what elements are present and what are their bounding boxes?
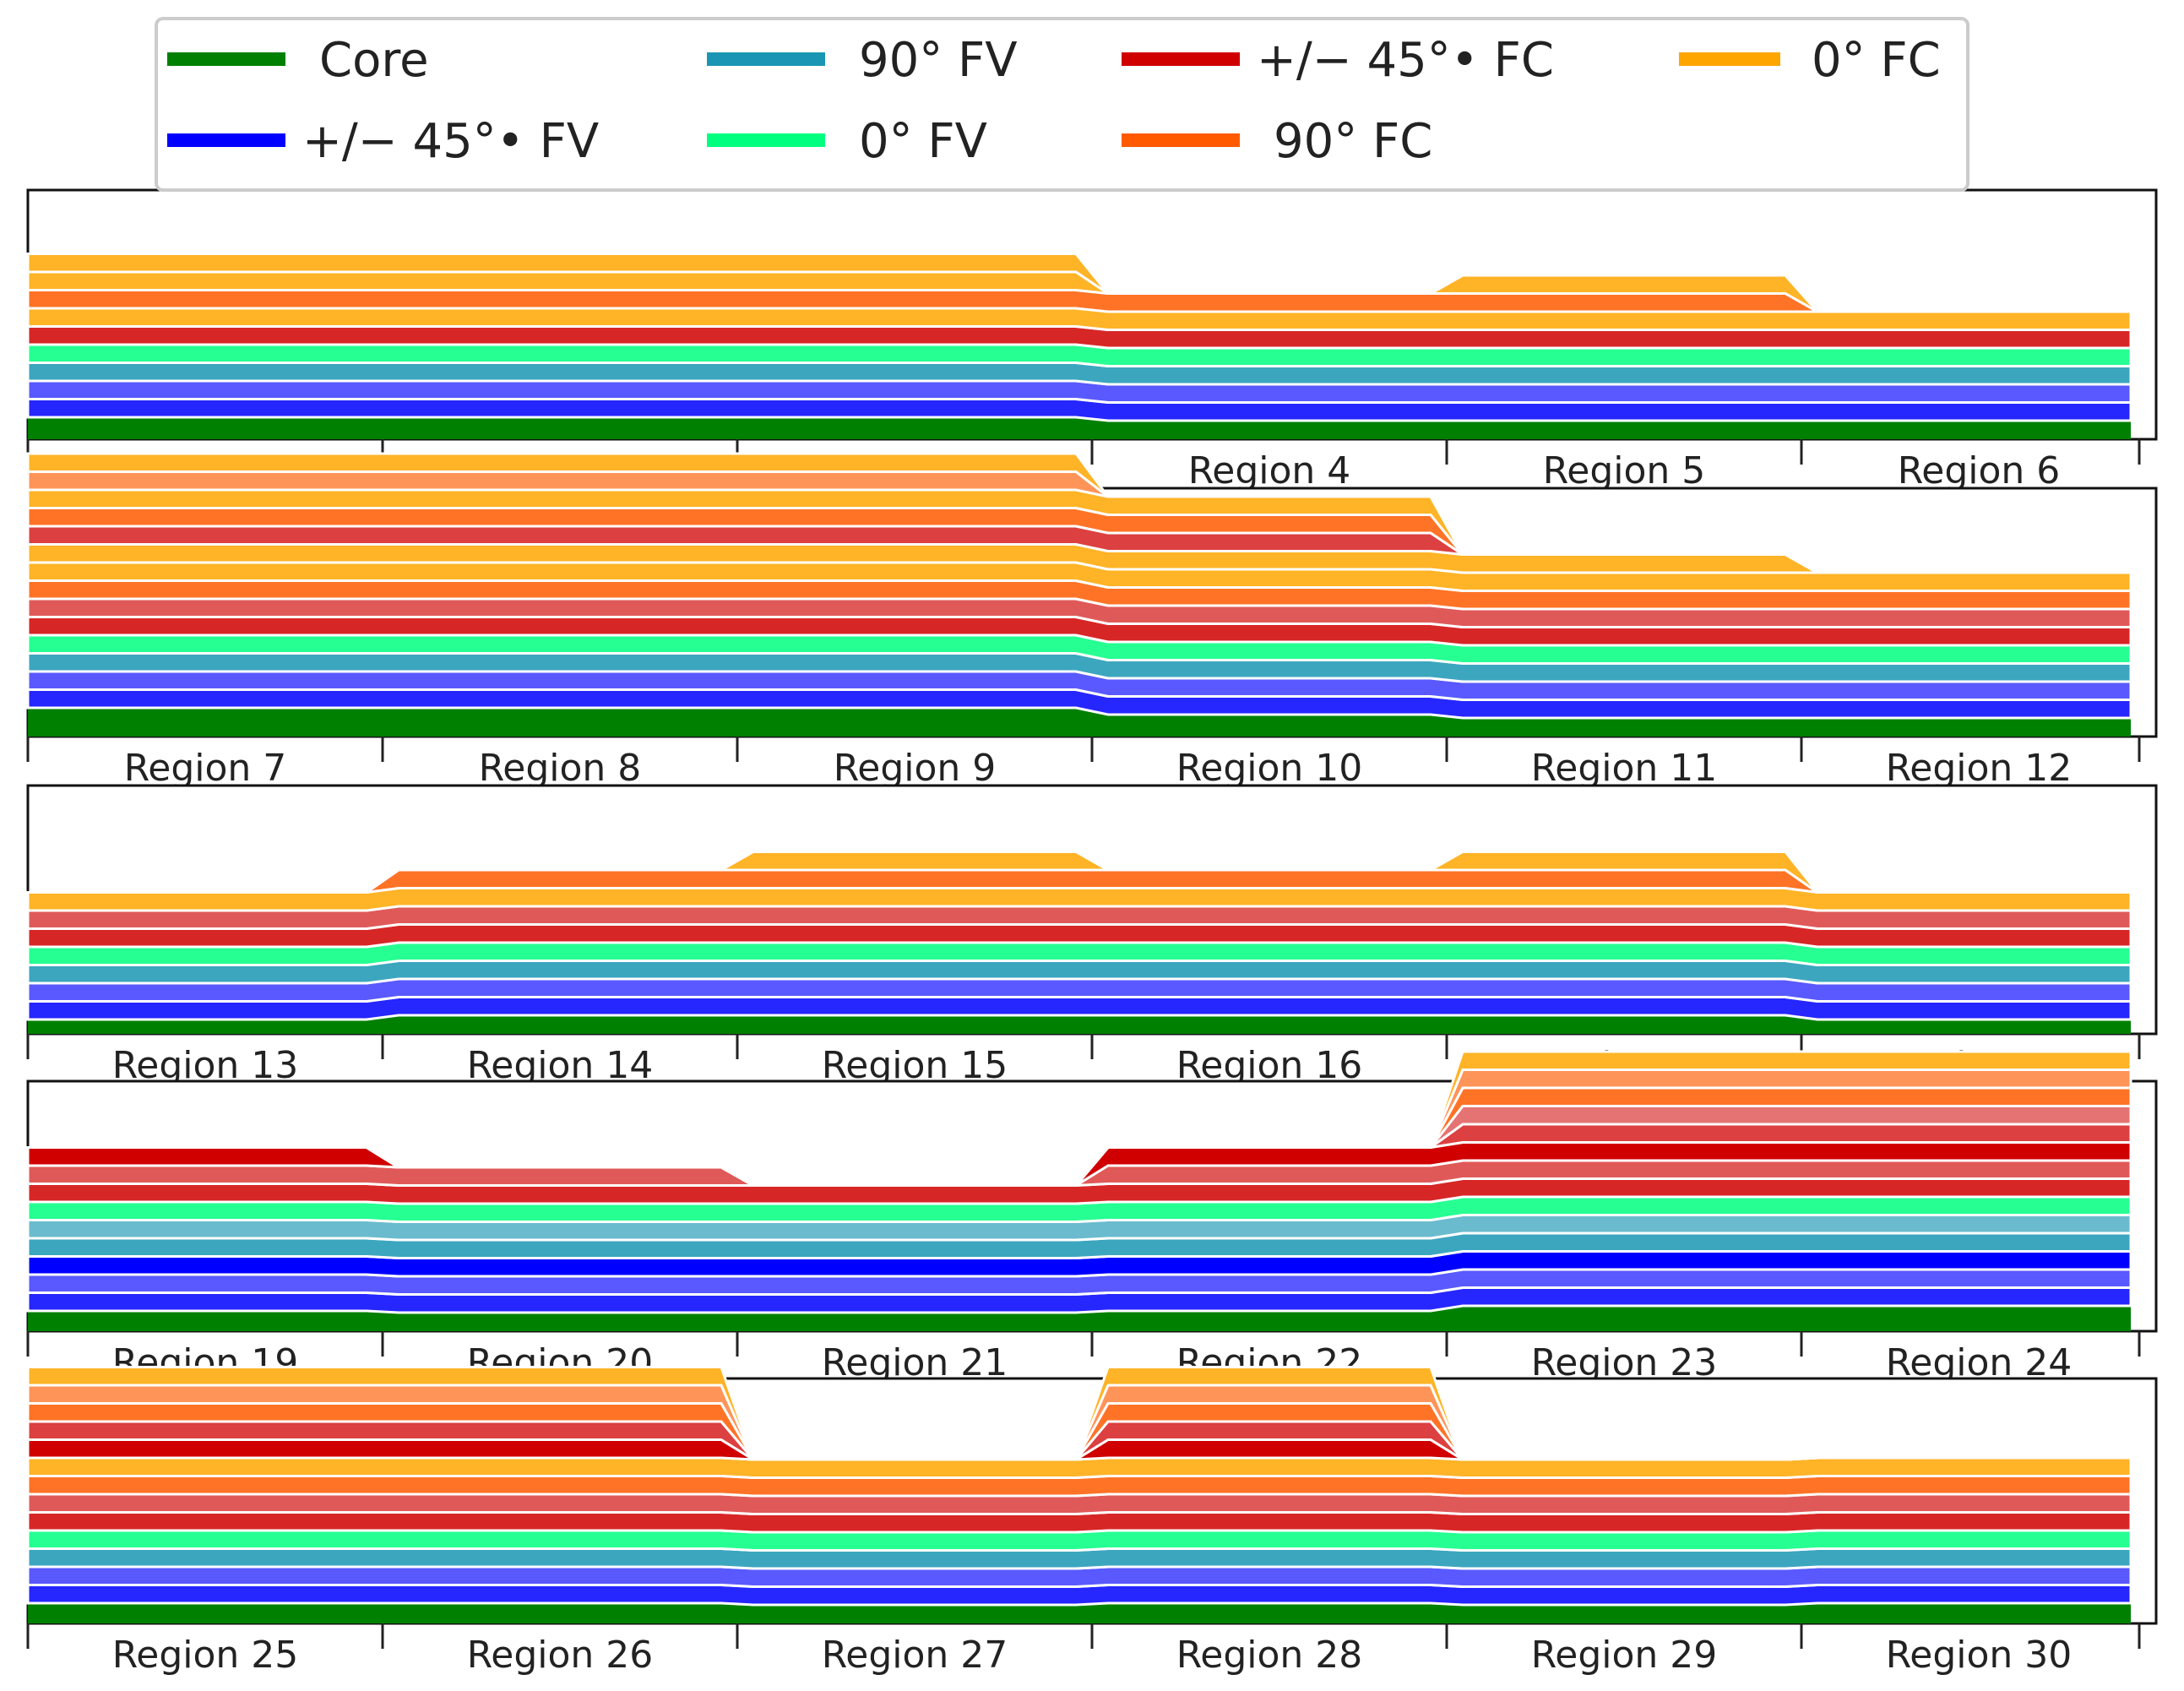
legend-label-fv90: 90° FV (859, 33, 1018, 88)
region-label: Region 7 (124, 747, 287, 790)
legend: Core +/− 45°• FV 90° FV 0° FV +/− 45°• F… (155, 17, 1969, 192)
ply-layer-fc0 (26, 452, 2131, 574)
ply-layer-fc0 (26, 1366, 2131, 1461)
region-label: Region 9 (834, 747, 997, 790)
region-label: Region 30 (1886, 1634, 2073, 1677)
ply-layer-fc45 (26, 1493, 2132, 1515)
legend-label-fc45: +/− 45°• FC (1257, 33, 1554, 88)
ply-layer-fv90 (26, 1547, 2132, 1570)
panel-4: Region 19 Region 20 Region 21 Region 22 Regi… (26, 1050, 2158, 1384)
region-label: Region 28 (1176, 1634, 1363, 1677)
region-label: Region 25 (112, 1634, 299, 1677)
legend-label-fc0: 0° FC (1812, 33, 1941, 88)
region-label: Region 6 (1898, 449, 2061, 492)
panel-5: Region 25 Region 26 Region 27 Region 28 Regi… (26, 1366, 2158, 1677)
ply-layer-core (28, 708, 2131, 737)
region-label: Region 4 (1188, 449, 1351, 492)
ply-layer-fv45 (26, 1565, 2132, 1588)
ply-layer-fc90 (26, 1475, 2132, 1498)
region-label: Region 8 (479, 747, 642, 790)
ply-layer-fc45 (26, 1511, 2132, 1534)
ply-layer-fv45 (26, 1584, 2132, 1607)
region-label: Region 27 (822, 1634, 1008, 1677)
ply-layer-core (28, 417, 2131, 439)
ply-layer-fc0 (26, 1456, 2132, 1479)
region-label: Region 29 (1531, 1634, 1718, 1677)
ply-layer-fc0 (26, 253, 2131, 313)
region-label: Region 10 (1176, 747, 1363, 790)
legend-label-fv0: 0° FV (859, 114, 987, 169)
ply-layer-core (28, 1603, 2131, 1623)
ply-layer-core (28, 1015, 2131, 1034)
legend-label-core: Core (319, 33, 429, 88)
ply-layer-fc0 (28, 851, 2131, 894)
region-label: Region 12 (1886, 747, 2073, 790)
legend-label-fv45: +/− 45°• FV (302, 114, 599, 169)
ply-layer-fc0 (28, 1050, 2132, 1187)
legend-box (155, 17, 1969, 192)
ply-layer-fv0 (26, 1529, 2132, 1552)
region-label: Region 5 (1543, 449, 1706, 492)
region-label: Region 26 (467, 1634, 654, 1677)
region-label: Region 11 (1531, 747, 1718, 790)
legend-label-fc90: 90° FC (1274, 114, 1432, 169)
panel-2: Region 7 Region 8 Region 9 Region 10 Region … (26, 452, 2158, 790)
ply-layer-core (28, 1306, 2131, 1331)
